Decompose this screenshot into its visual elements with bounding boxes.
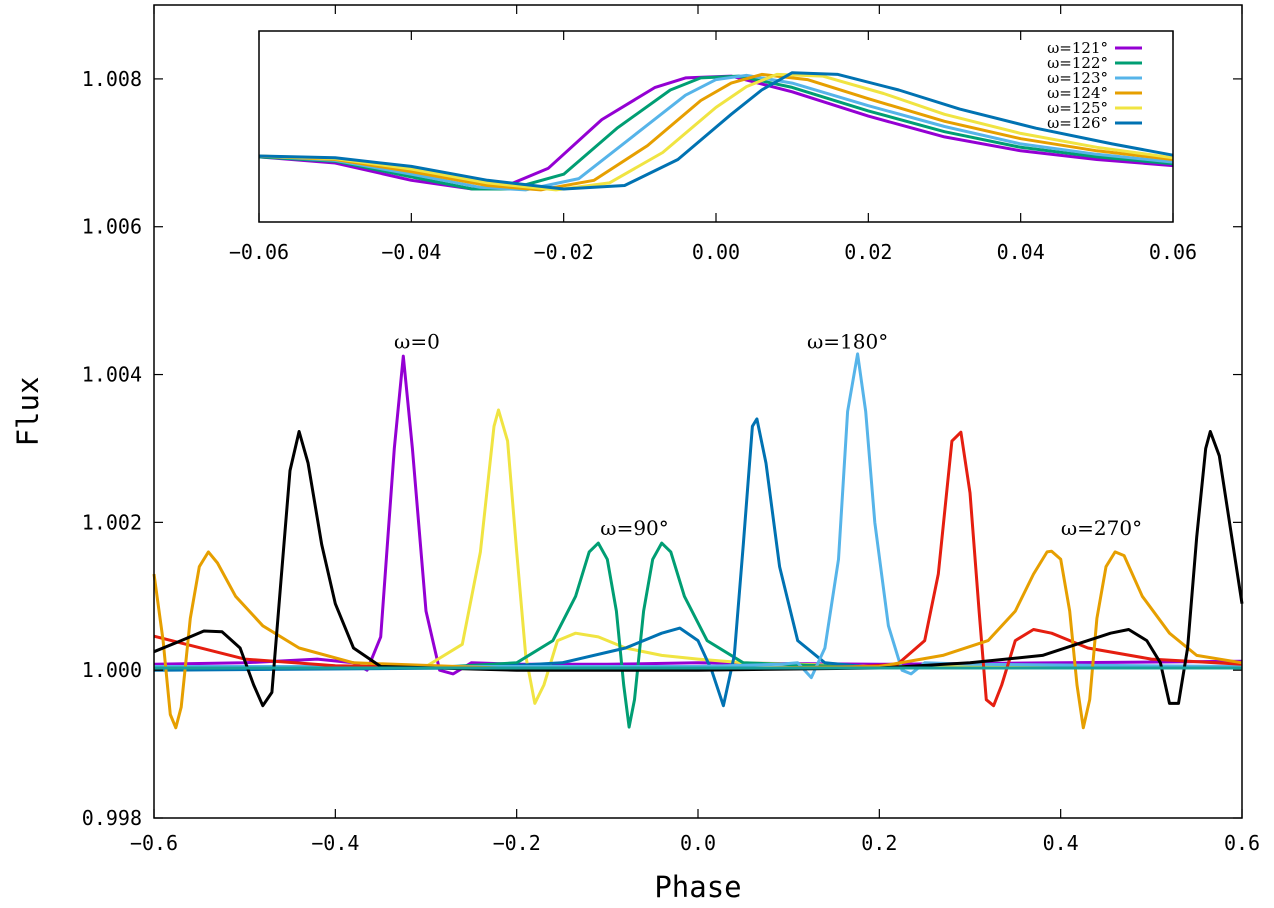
x-tick-label: 0.0 [680, 831, 716, 855]
main-series-line-3 [154, 541, 1242, 729]
inset-series-line-2 [258, 74, 1174, 191]
y-tick-label: 1.002 [82, 510, 142, 534]
inset-ticks-group: −0.06 −0.04 −0.02 0.00 0.02 0.04 0.06 [229, 31, 1197, 264]
inset-series-line-1 [258, 74, 1174, 191]
inset-series-line-6 [258, 71, 1174, 191]
peak-annotation: ω=180° [807, 330, 888, 354]
legend-label: ω=124° [1047, 84, 1108, 102]
main-ticks-group: −0.6 −0.4 −0.2 0.0 0.2 0.4 0.6 0.998 1.000 1.002 1… [82, 5, 1260, 855]
legend-label: ω=123° [1047, 69, 1108, 87]
main-series-group [152, 352, 1244, 730]
y-tick-label: 0.998 [82, 806, 142, 830]
peak-annotation: ω=0 [394, 330, 440, 354]
x-tick-label: 0.2 [861, 831, 897, 855]
main-series-line-4 [153, 417, 1242, 708]
inset-x-tick-label: 0.00 [692, 240, 740, 264]
x-tick-label: −0.6 [130, 831, 178, 855]
inset-x-tick-label: −0.04 [381, 240, 441, 264]
legend-label: ω=125° [1047, 99, 1108, 117]
x-tick-label: −0.4 [311, 831, 359, 855]
legend-label: ω=122° [1047, 54, 1108, 72]
x-tick-label: 0.6 [1224, 831, 1260, 855]
y-tick-label: 1.006 [82, 215, 142, 239]
peak-annotation: ω=90° [600, 516, 669, 540]
y-tick-label: 1.000 [82, 658, 142, 682]
inset-x-tick-label: −0.06 [229, 240, 289, 264]
main-series-line-2 [154, 408, 1242, 705]
inset-x-tick-label: 0.02 [844, 240, 892, 264]
main-series-line-8 [153, 430, 1244, 708]
legend-label: ω=121° [1047, 39, 1108, 57]
x-tick-label: −0.2 [493, 831, 541, 855]
x-tick-label: 0.4 [1043, 831, 1079, 855]
inset-series-line-4 [258, 72, 1174, 192]
main-series-line-5 [154, 352, 1243, 680]
x-axis-title: Phase [654, 870, 741, 904]
peak-annotation: ω=270° [1061, 516, 1142, 540]
inset-series-line-3 [258, 73, 1174, 192]
legend-label: ω=126° [1047, 114, 1108, 132]
main-annotations-group: ω=0 ω=90° ω=180° ω=270° [394, 330, 1142, 540]
inset-series-group [258, 71, 1174, 192]
y-axis-title: Flux [11, 377, 45, 447]
inset-legend: ω=121°ω=122°ω=123°ω=124°ω=125°ω=126° [1047, 39, 1142, 132]
main-series-line-7 [152, 549, 1243, 730]
y-tick-label: 1.008 [82, 67, 142, 91]
inset-plot: −0.06 −0.04 −0.02 0.00 0.02 0.04 0.06 ω=121°ω=… [229, 30, 1197, 264]
inset-x-tick-label: 0.04 [997, 240, 1045, 264]
inset-series-line-5 [258, 72, 1174, 192]
y-tick-label: 1.004 [82, 363, 142, 387]
inset-x-tick-label: 0.06 [1149, 240, 1197, 264]
inset-x-tick-label: −0.02 [534, 240, 594, 264]
